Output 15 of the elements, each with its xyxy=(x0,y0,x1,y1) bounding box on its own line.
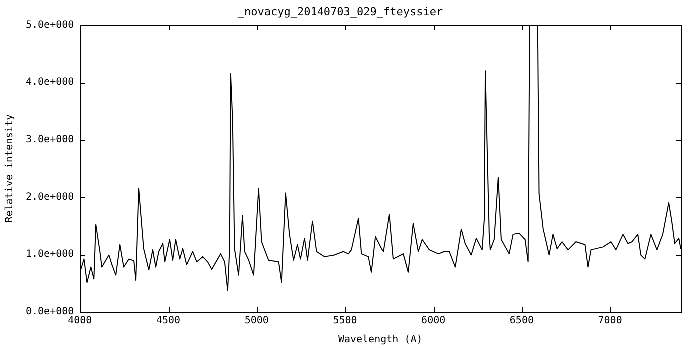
y-tick-label: 2.0e+000 xyxy=(26,192,74,203)
x-tick-label: 6500 xyxy=(510,316,534,327)
x-tick-label: 4500 xyxy=(156,316,181,327)
x-tick-label: 5000 xyxy=(244,316,269,327)
x-tick-label: 4000 xyxy=(68,316,92,327)
x-tick-label: 5500 xyxy=(333,316,358,327)
y-tick-label: 3.0e+000 xyxy=(26,134,74,146)
y-tick-label: 5.0e+000 xyxy=(26,20,74,31)
x-tick-label: 6000 xyxy=(422,316,446,327)
y-tick-label: 1.0e+000 xyxy=(26,249,74,260)
y-axis-title: Relative intensity xyxy=(4,114,16,223)
x-tick-label: 7000 xyxy=(598,316,622,327)
x-axis-title: Wavelength (A) xyxy=(338,334,423,346)
chart-title: _novacyg_20140703_029_fteyssier xyxy=(238,5,444,18)
y-tick-label: 4.0e+000 xyxy=(26,77,74,88)
